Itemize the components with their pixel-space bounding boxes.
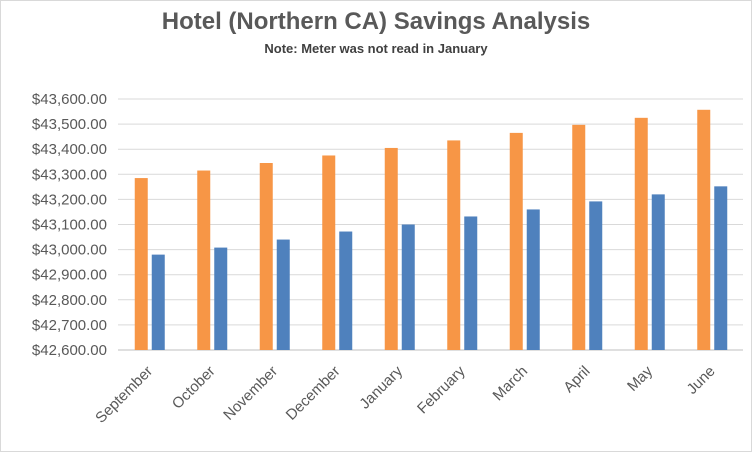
bar-series-1-february: [447, 140, 461, 350]
x-tick-label: December: [283, 363, 344, 424]
bar-series-2-january: [401, 224, 415, 350]
bar-series-1-march: [509, 132, 523, 350]
y-tick-label: $42,600.00: [32, 342, 107, 359]
bar-series-1-january: [384, 147, 398, 350]
x-tick-label: April: [560, 363, 593, 396]
bar-series-2-march: [526, 209, 540, 350]
bar-series-2-december: [339, 231, 353, 350]
bar-series-2-may: [651, 194, 665, 350]
bar-series-1-may: [634, 117, 648, 350]
chart-title: Hotel (Northern CA) Savings Analysis: [161, 8, 591, 35]
bar-series-2-september: [151, 254, 165, 350]
bar-series-1-september: [134, 178, 148, 350]
y-tick-label: $42,800.00: [32, 292, 107, 309]
x-tick-label: October: [169, 363, 219, 413]
y-tick-label: $43,200.00: [32, 191, 107, 208]
bar-series-2-october: [214, 247, 228, 350]
x-tick-label: March: [490, 363, 531, 404]
y-tick-label: $42,700.00: [32, 317, 107, 334]
bar-series-1-october: [197, 170, 211, 350]
y-tick-label: $42,900.00: [32, 267, 107, 284]
bar-series-2-november: [276, 239, 290, 350]
x-tick-label: February: [414, 362, 469, 417]
chart-subtitle: Note: Meter was not read in January: [264, 41, 488, 56]
bar-series-1-november: [259, 163, 273, 350]
bar-series-1-april: [572, 124, 586, 350]
y-axis-ticks: $42,600.00 $42,700.00 $42,800.00 $42,900.00…: [32, 91, 107, 359]
bar-series-2-april: [589, 201, 603, 350]
x-tick-label: January: [356, 362, 406, 412]
x-tick-label: June: [684, 363, 719, 398]
x-tick-label: September: [92, 363, 156, 427]
y-tick-label: $43,600.00: [32, 91, 107, 108]
bars: [134, 109, 728, 350]
bar-series-2-june: [714, 186, 728, 350]
x-tick-label: November: [220, 363, 281, 424]
y-tick-label: $43,400.00: [32, 141, 107, 158]
bar-series-1-june: [697, 109, 711, 350]
y-tick-label: $43,000.00: [32, 242, 107, 259]
y-tick-label: $43,300.00: [32, 166, 107, 183]
bar-series-1-december: [322, 155, 336, 350]
y-tick-label: $43,100.00: [32, 217, 107, 234]
x-axis-ticks: September October November December January F…: [92, 362, 718, 426]
x-tick-label: May: [624, 362, 656, 394]
gridlines: [118, 98, 743, 351]
y-tick-label: $43,500.00: [32, 116, 107, 133]
bar-series-2-february: [464, 216, 478, 350]
